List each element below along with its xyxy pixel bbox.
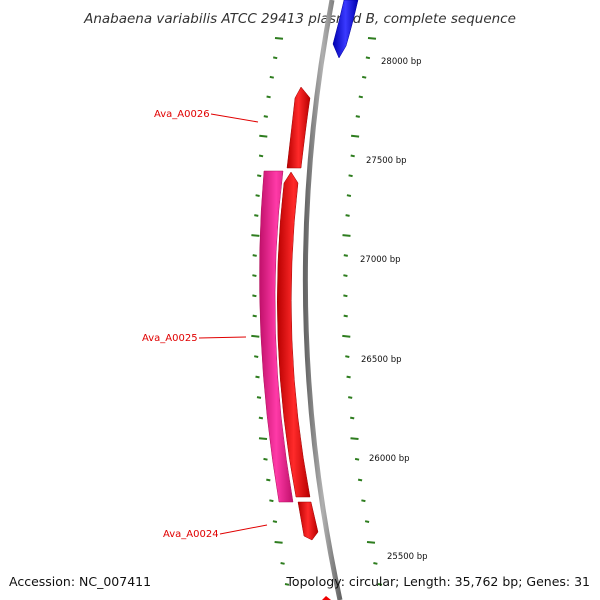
outer-tick-22 [357,478,363,482]
inner-tick-6 [258,154,264,158]
inner-tick-20 [258,437,268,440]
inner-tick-23 [269,499,274,503]
inner-tick-4 [263,115,268,118]
gene-red-middle[interactable] [277,171,311,498]
tick-marks-inner [251,37,290,586]
gene-label-ava-a0026[interactable]: Ava_A0026 [154,109,210,120]
inner-tick-19 [258,416,264,420]
inner-tick-27 [284,583,290,586]
inner-tick-5 [259,134,268,138]
outer-tick-0 [367,37,377,40]
ruler-label-25500: 25500 bp [387,552,428,562]
outer-tick-11 [343,254,348,257]
inner-tick-25 [274,541,283,544]
gene-red-bottom-fragment [322,596,331,600]
gene-label-ava-a0025[interactable]: Ava_A0025 [142,333,198,344]
inner-tick-12 [252,274,257,277]
accession-text: Accession: NC_007411 [9,574,151,589]
tick-marks-outer [342,37,383,586]
inner-tick-8 [255,194,260,197]
outer-tick-7 [348,174,353,178]
inner-tick-10 [251,234,260,237]
inner-tick-1 [273,56,278,60]
outer-tick-15 [342,334,351,338]
inner-tick-2 [269,75,274,79]
gene-ava-a0025[interactable] [259,170,294,503]
outer-tick-10 [342,234,351,237]
outer-tick-19 [350,416,355,420]
ruler-label-26000: 26000 bp [369,454,410,464]
outer-tick-16 [345,355,350,358]
inner-tick-15 [251,334,260,338]
inner-tick-21 [263,457,268,461]
inner-tick-11 [252,254,257,257]
label-leader-ava-a0026 [210,113,259,123]
inner-tick-24 [272,520,278,523]
ruler-label-27500: 27500 bp [366,156,407,166]
label-leader-ava-a0025 [198,336,247,339]
gene-blue-top[interactable] [332,0,359,59]
summary-text: Topology: circular; Length: 35,762 bp; G… [285,574,590,589]
gene-ava-a0026[interactable] [286,86,311,169]
inner-tick-9 [254,214,259,217]
outer-tick-27 [377,583,383,586]
outer-tick-12 [343,274,348,277]
outer-tick-24 [364,520,370,523]
outer-tick-1 [365,56,371,60]
gene-label-ava-a0024[interactable]: Ava_A0024 [163,529,219,540]
map-title: Anabaena variabilis ATCC 29413 plasmid B… [83,11,516,27]
inner-tick-17 [255,375,260,379]
ruler-label-26500: 26500 bp [361,355,402,365]
outer-tick-5 [351,134,360,138]
outer-tick-9 [345,214,350,217]
inner-tick-26 [280,562,285,565]
outer-tick-20 [350,437,359,440]
outer-tick-2 [362,75,367,79]
inner-tick-7 [257,174,262,178]
outer-tick-8 [346,194,352,197]
sequence-backbone [302,0,343,600]
outer-tick-18 [348,396,353,399]
outer-tick-23 [361,499,366,503]
ruler-label-27000: 27000 bp [360,255,401,265]
outer-tick-26 [373,562,378,565]
outer-tick-25 [366,541,376,544]
inner-tick-22 [266,478,271,482]
outer-tick-21 [354,457,360,461]
inner-tick-18 [256,396,262,399]
inner-tick-0 [274,37,284,40]
outer-tick-17 [346,375,351,379]
outer-tick-6 [350,154,355,158]
outer-tick-13 [343,294,348,298]
inner-tick-3 [266,95,271,99]
gene-ava-a0024[interactable] [297,501,319,541]
outer-tick-14 [343,314,348,318]
inner-tick-14 [252,314,257,318]
outer-tick-3 [358,95,363,99]
label-leader-ava-a0024 [219,524,268,535]
inner-tick-16 [254,355,259,358]
ruler-label-28000: 28000 bp [381,57,422,67]
outer-tick-4 [355,115,360,118]
inner-tick-13 [252,294,257,298]
